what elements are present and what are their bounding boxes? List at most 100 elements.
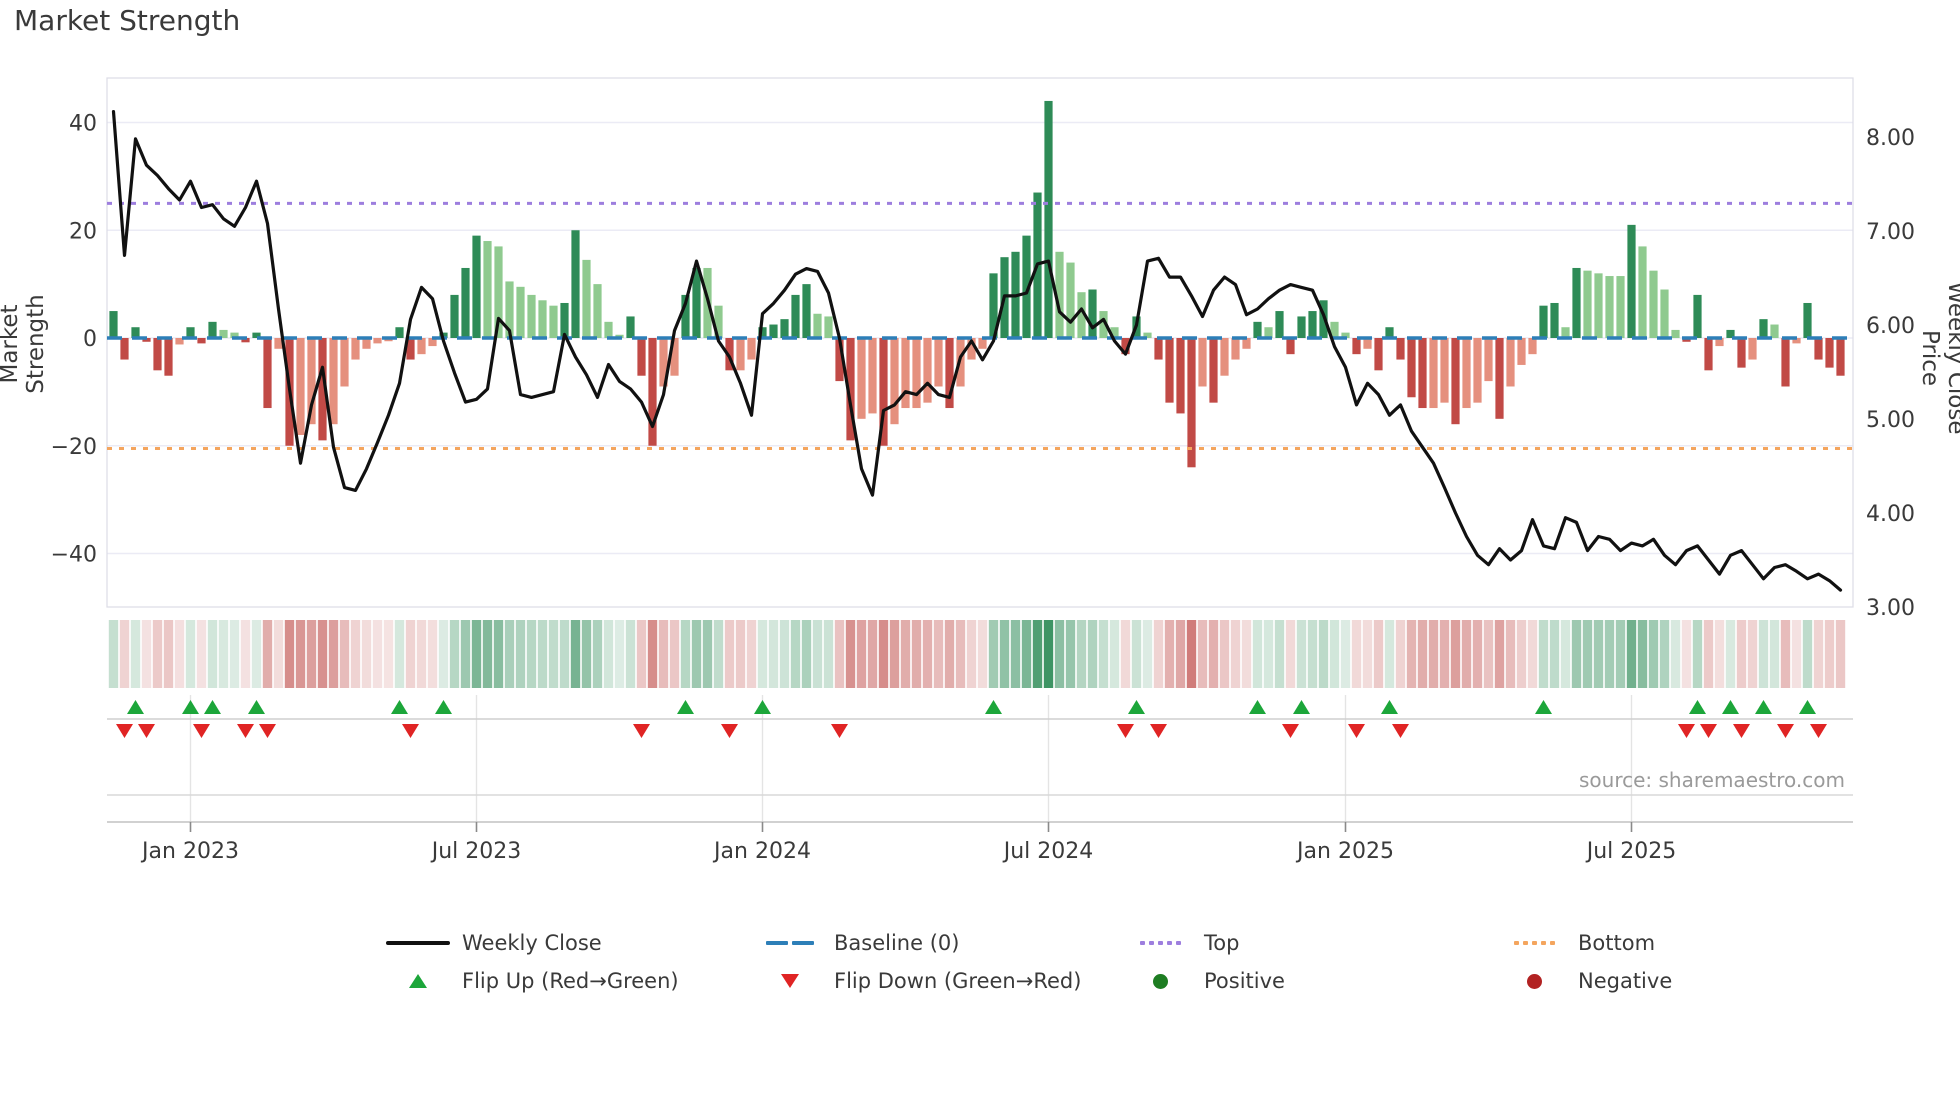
flip-down-marker — [1810, 724, 1827, 738]
heatmap-cell — [867, 620, 878, 688]
heatmap-cell — [647, 620, 658, 688]
heatmap-cell — [845, 620, 856, 688]
flip-up-marker — [182, 700, 199, 714]
heatmap-cell — [383, 620, 394, 688]
strength-bar — [945, 338, 954, 409]
heatmap-cell — [1703, 620, 1714, 688]
strength-bar — [648, 338, 657, 446]
strength-bar — [450, 294, 459, 338]
flip-down-marker — [1733, 724, 1750, 738]
strength-bar — [1297, 316, 1306, 338]
strength-bar — [1550, 302, 1559, 338]
strength-bar — [1143, 332, 1152, 338]
strength-bar — [1715, 338, 1724, 347]
flip-down-marker — [237, 724, 254, 738]
heatmap-cell — [1626, 620, 1637, 688]
flip-down-marker — [1777, 724, 1794, 738]
strength-bar — [1055, 251, 1064, 338]
strength-bar — [626, 316, 635, 338]
strength-bar — [1374, 338, 1383, 371]
heatmap-cell — [1549, 620, 1560, 688]
heatmap-cell — [1725, 620, 1736, 688]
strength-bar — [1429, 338, 1438, 409]
strength-bar — [846, 338, 855, 441]
heatmap-cell — [702, 620, 713, 688]
strength-bar — [681, 294, 690, 338]
strength-bar — [736, 338, 745, 371]
flip-down-marker — [721, 724, 738, 738]
heatmap-cell — [350, 620, 361, 688]
strength-bar — [197, 338, 206, 344]
heatmap-cell — [856, 620, 867, 688]
strength-bar — [1022, 235, 1031, 338]
heatmap-cell — [1142, 620, 1153, 688]
flip-down-marker — [831, 724, 848, 738]
strength-bar — [582, 259, 591, 338]
strength-bar — [1616, 276, 1625, 338]
strength-bar — [802, 284, 811, 338]
strength-bar — [1440, 338, 1449, 403]
flip-up-marker — [248, 700, 265, 714]
heatmap-cell — [889, 620, 900, 688]
strength-bar — [153, 338, 162, 371]
heatmap-cell — [1615, 620, 1626, 688]
strength-bar — [1660, 289, 1669, 338]
heatmap-cell — [449, 620, 460, 688]
heatmap-cell — [966, 620, 977, 688]
strength-bar — [1737, 338, 1746, 368]
strength-bar — [1638, 246, 1647, 338]
strength-bar — [296, 338, 305, 435]
strength-bar — [1583, 270, 1592, 338]
heatmap-cell — [1516, 620, 1527, 688]
strength-bar — [1165, 338, 1174, 403]
page-title: Market Strength — [14, 4, 241, 37]
heatmap-cell — [1780, 620, 1791, 688]
strength-bar — [1044, 100, 1053, 338]
heatmap-cell — [218, 620, 229, 688]
heatmap-cell — [1263, 620, 1274, 688]
plot-frame — [106, 77, 1854, 608]
heatmap-cell — [1010, 620, 1021, 688]
strength-bar — [186, 327, 195, 338]
strength-bar — [472, 235, 481, 338]
strength-bar — [340, 338, 349, 387]
heatmap-cell — [504, 620, 515, 688]
flip-down-marker — [1700, 724, 1717, 738]
strength-bar — [1088, 289, 1097, 338]
strength-bar — [1385, 327, 1394, 338]
heatmap-cell — [1758, 620, 1769, 688]
strength-bar — [1506, 338, 1515, 387]
heatmap-cell — [834, 620, 845, 688]
strength-bar — [252, 332, 261, 338]
heatmap-cell — [1296, 620, 1307, 688]
strength-bar — [164, 338, 173, 376]
strength-bar — [901, 338, 910, 409]
strength-bar — [1495, 338, 1504, 419]
strength-bar — [1484, 338, 1493, 382]
heatmap-cell — [1076, 620, 1087, 688]
heatmap-cell — [570, 620, 581, 688]
heatmap-cell — [1164, 620, 1175, 688]
strength-bar — [1110, 327, 1119, 338]
strength-bar — [1825, 338, 1834, 368]
strength-bar — [1099, 311, 1108, 338]
strength-bar — [494, 246, 503, 338]
heatmap-cell — [1274, 620, 1285, 688]
strength-bar — [714, 305, 723, 338]
strength-bar — [1242, 338, 1251, 349]
flip-up-marker — [435, 700, 452, 714]
flip-down-marker — [116, 724, 133, 738]
strength-bar — [1627, 224, 1636, 338]
strength-bar — [593, 284, 602, 338]
heatmap-cell — [1681, 620, 1692, 688]
heatmap-cell — [823, 620, 834, 688]
flip-up-marker — [985, 700, 1002, 714]
heatmap-cell — [1791, 620, 1802, 688]
heatmap-cell — [933, 620, 944, 688]
heatmap-cell — [1560, 620, 1571, 688]
strength-bar — [1275, 311, 1284, 338]
heatmap-cell — [988, 620, 999, 688]
strength-bar — [725, 338, 734, 371]
source-credit: source: sharemaestro.com — [1579, 768, 1845, 792]
